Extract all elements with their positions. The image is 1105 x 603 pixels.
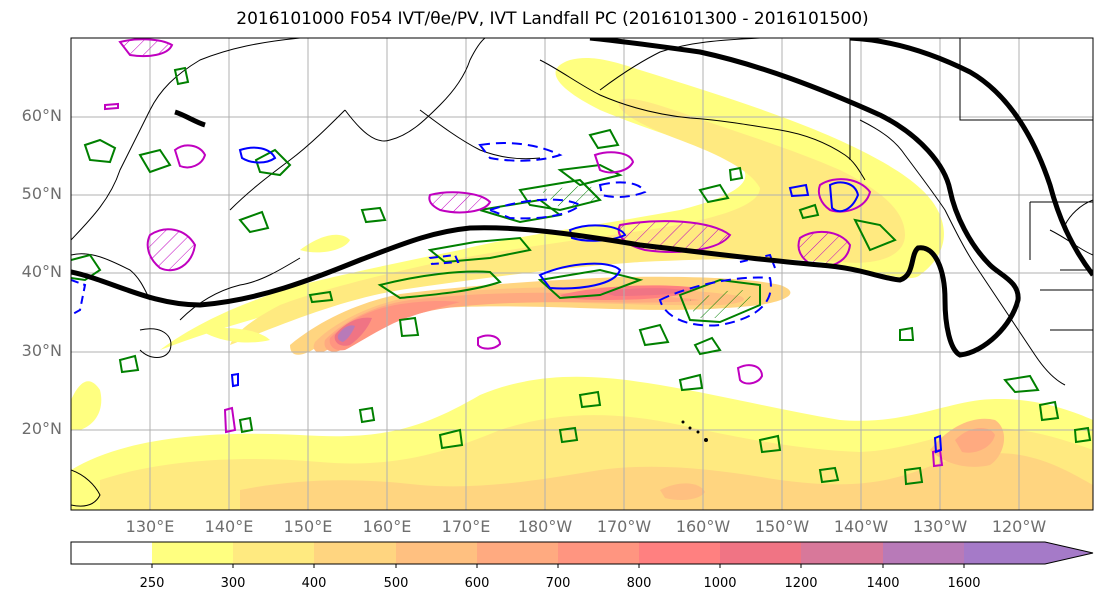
lon-label-120w: 120°W bbox=[991, 517, 1047, 536]
lon-label-160w: 160°W bbox=[675, 517, 731, 536]
colorbar-label-700: 700 bbox=[545, 576, 571, 591]
lon-label-130w: 130°W bbox=[912, 517, 968, 536]
lon-label-160e: 160°E bbox=[362, 517, 412, 536]
colorbar-label-1200: 1200 bbox=[784, 576, 818, 591]
ivt-landfall-pc-contour bbox=[71, 38, 1093, 358]
hawaii-islands bbox=[681, 420, 708, 442]
lat-label-50n: 50°N bbox=[21, 184, 62, 203]
lon-label-170w: 170°W bbox=[596, 517, 652, 536]
lat-label-20n: 20°N bbox=[21, 419, 62, 438]
political-borders bbox=[849, 38, 1093, 331]
colorbar-label-800: 800 bbox=[626, 576, 652, 591]
lon-label-140e: 140°E bbox=[204, 517, 254, 536]
colorbar-label-250: 250 bbox=[139, 576, 165, 591]
colorbar-label-600: 600 bbox=[464, 576, 490, 591]
lon-label-140w: 140°W bbox=[833, 517, 889, 536]
colorbar-label-400: 400 bbox=[301, 576, 327, 591]
lon-label-180w: 180°W bbox=[517, 517, 573, 536]
colorbar bbox=[70, 541, 1094, 568]
colorbar-label-500: 500 bbox=[383, 576, 409, 591]
map-title: 2016101000 F054 IVT/θe/PV, IVT Landfall … bbox=[236, 9, 869, 29]
map-frame bbox=[70, 37, 1094, 511]
lon-label-130e: 130°E bbox=[125, 517, 175, 536]
lat-label-30n: 30°N bbox=[21, 341, 62, 360]
colorbar-label-300: 300 bbox=[220, 576, 246, 591]
lon-label-150e: 150°E bbox=[283, 517, 333, 536]
negative-contours bbox=[71, 142, 943, 454]
lat-label-40n: 40°N bbox=[21, 262, 62, 281]
lon-label-150w: 150°W bbox=[754, 517, 810, 536]
colorbar-label-1400: 1400 bbox=[866, 576, 900, 591]
lat-label-60n: 60°N bbox=[21, 106, 62, 125]
lon-label-170e: 170°E bbox=[441, 517, 491, 536]
ivt-shading bbox=[71, 58, 1093, 510]
colorbar-label-1000: 1000 bbox=[703, 576, 737, 591]
colorbar-label-1600: 1600 bbox=[947, 576, 981, 591]
pv-hatch-areas bbox=[540, 185, 755, 318]
